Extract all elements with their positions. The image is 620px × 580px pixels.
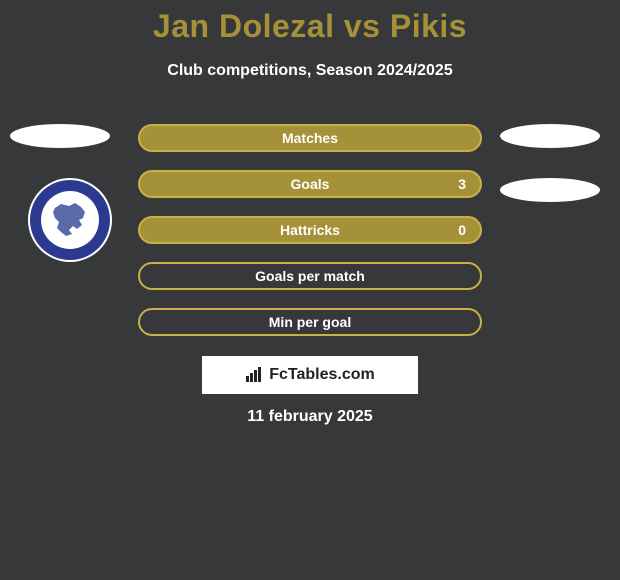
date-text: 11 february 2025 — [0, 408, 620, 426]
bar-chart-icon — [245, 367, 263, 383]
page-title: Jan Dolezal vs Pikis — [0, 8, 620, 45]
stage: Jan Dolezal vs Pikis Club competitions, … — [0, 0, 620, 580]
title-player1: Jan Dolezal — [153, 8, 335, 44]
stat-bar-label: Matches — [282, 124, 338, 152]
ellipse-left-1 — [10, 124, 110, 148]
stat-bar-label: Min per goal — [269, 308, 351, 336]
stat-bar: Goals per match — [138, 262, 482, 290]
stat-bar: Min per goal — [138, 308, 482, 336]
club-badge — [28, 178, 112, 262]
badge-inner — [41, 191, 99, 249]
ellipse-right-1 — [500, 124, 600, 148]
stat-bar-label: Hattricks — [280, 216, 340, 244]
stat-bar: Matches — [138, 124, 482, 152]
stat-bar: Goals 3 — [138, 170, 482, 198]
fctables-logo: FcTables.com — [202, 356, 418, 394]
stat-bar-value: 0 — [458, 218, 466, 246]
subtitle: Club competitions, Season 2024/2025 — [0, 62, 620, 80]
stat-bar-label: Goals per match — [255, 262, 365, 290]
stat-bar: Hattricks 0 — [138, 216, 482, 244]
ellipse-right-2 — [500, 178, 600, 202]
stat-bar-label: Goals — [291, 170, 330, 198]
badge-ring — [30, 180, 110, 260]
greece-map-icon — [49, 200, 91, 240]
title-player2: Pikis — [390, 8, 467, 44]
stat-bars: Matches Goals 3 Hattricks 0 Goals per match Mi… — [138, 124, 482, 354]
logo-text: FcTables.com — [269, 366, 375, 384]
title-vs: vs — [334, 8, 389, 44]
stat-bar-value: 3 — [458, 172, 466, 200]
